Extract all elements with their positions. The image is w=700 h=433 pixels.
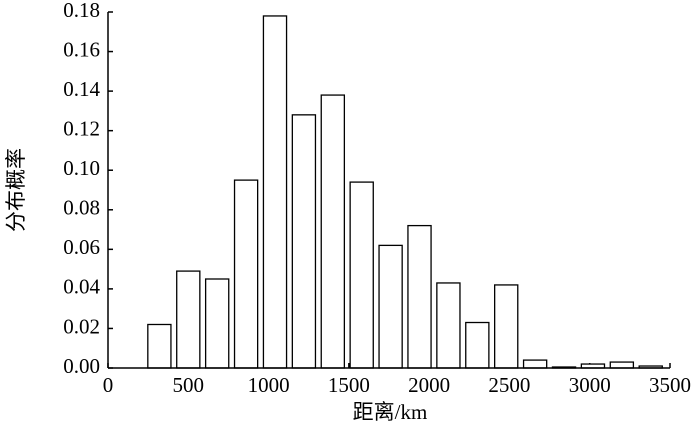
bar [147,323,172,369]
bar [349,181,374,369]
x-axis-label: 距离/km [353,400,428,424]
bar [262,15,288,369]
bar [378,244,403,369]
bar [609,361,635,369]
y-tick-label: 0.12 [63,116,100,140]
y-tick-label: 0.06 [63,235,100,259]
bar [320,94,346,369]
bar [204,278,230,369]
x-tick-label: 2500 [488,373,530,397]
bar [291,114,317,369]
x-tick-label: 500 [173,373,205,397]
x-tick-label: 1500 [328,373,370,397]
bar [522,359,548,369]
y-tick-label: 0.02 [63,314,100,338]
bar [407,224,432,369]
x-tick-label: 3000 [569,373,611,397]
x-tick-label: 3500 [649,373,691,397]
bar [436,282,461,369]
y-tick-label: 0.08 [63,196,100,220]
bar [176,270,201,369]
x-tick-label: 1000 [248,373,290,397]
x-tick-label: 0 [103,373,114,397]
y-tick-label: 0.10 [63,156,100,180]
y-tick-label: 0.16 [63,37,100,61]
x-tick-label: 2000 [408,373,450,397]
y-tick-label: 0.04 [63,275,100,299]
y-tick-label: 0.14 [63,77,100,101]
bar [465,321,490,369]
y-tick-label: 0.00 [63,354,100,378]
y-axis-label: 分布概率 [4,148,28,232]
bar [494,284,519,369]
y-tick-label: 0.18 [63,0,100,22]
bar [233,179,259,369]
